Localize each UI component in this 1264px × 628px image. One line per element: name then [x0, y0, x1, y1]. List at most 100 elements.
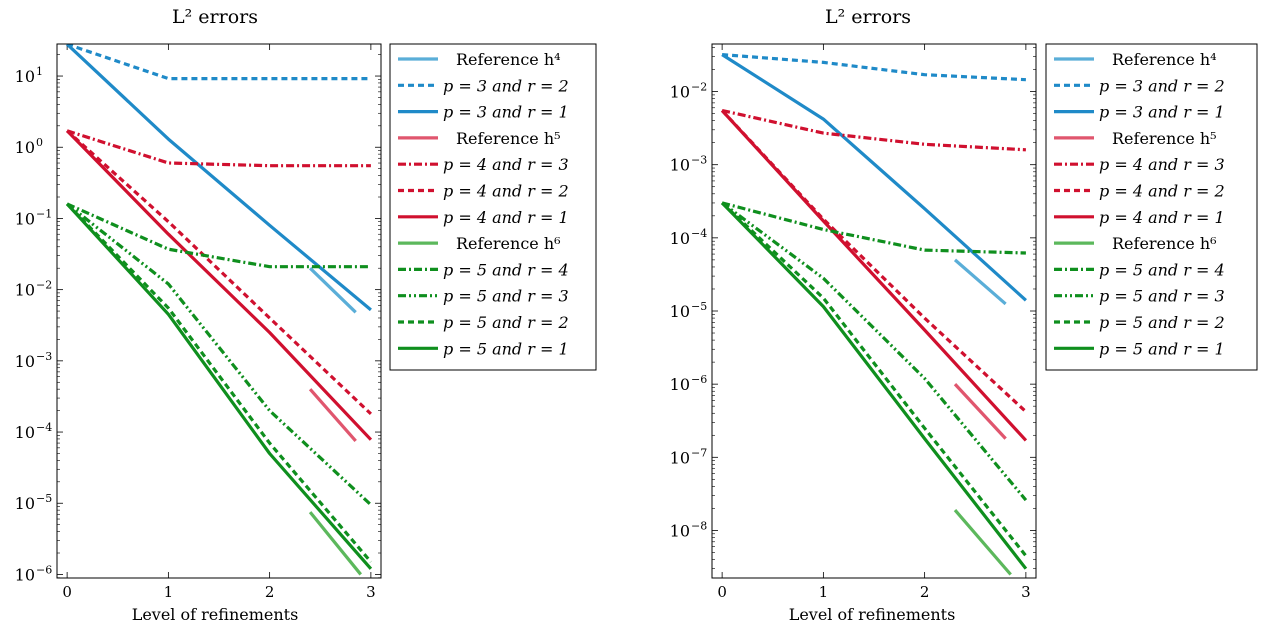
legend-label: p = 4 and r = 3: [1099, 155, 1225, 174]
legend-label: p = 5 and r = 3: [1099, 287, 1225, 306]
legend-box: [1045, 43, 1258, 371]
legend: Reference h⁴ p = 3 and r = 2 p = 3 and r =…: [389, 43, 597, 371]
y-tick-label: 10: [15, 138, 35, 157]
legend-label: p = 5 and r = 1: [443, 339, 569, 358]
series-line-p-3-and-r-1: [721, 53, 1027, 302]
series-line-p-4-and-r-1: [65, 129, 373, 441]
x-tick-label: 3: [366, 583, 376, 601]
legend-label: Reference h⁴: [456, 50, 561, 69]
x-tick-label: 2: [265, 583, 275, 601]
x-tick-label: 1: [819, 583, 829, 601]
plot-frame: [56, 43, 382, 579]
y-tick-exponent: −6: [36, 563, 52, 576]
chart-title: L² errors: [825, 6, 911, 28]
reference-line-reference-h: [308, 388, 357, 442]
y-tick-exponent: 0: [36, 136, 43, 149]
reference-line-reference-h: [953, 509, 1012, 576]
x-tick-label: 0: [62, 583, 72, 601]
series-line-p-3-and-r-2: [721, 53, 1026, 82]
series-line-p-5-and-r-2: [721, 201, 1028, 557]
series-line-p-4-and-r-2: [66, 129, 372, 416]
series-line-p-3-and-r-2: [66, 44, 371, 81]
legend-box: [389, 43, 597, 371]
reference-line-reference-h: [953, 258, 1007, 306]
y-tick-exponent: −2: [691, 81, 707, 94]
legend: Reference h⁴ p = 3 and r = 2 p = 3 and r =…: [1045, 43, 1258, 371]
legend-label: Reference h⁵: [1112, 129, 1217, 148]
y-tick-exponent: −3: [36, 350, 52, 363]
y-tick-exponent: −5: [36, 492, 52, 505]
y-tick-label: 10: [15, 352, 35, 371]
legend-label: p = 4 and r = 3: [443, 155, 569, 174]
series-line-p-4-and-r-1: [720, 109, 1028, 442]
legend-label: p = 4 and r = 1: [443, 208, 569, 227]
legend-label: p = 3 and r = 2: [443, 76, 569, 95]
legend-label: p = 4 and r = 1: [1099, 208, 1225, 227]
y-tick-exponent: −5: [691, 300, 707, 313]
legend-label: p = 5 and r = 4: [1099, 260, 1225, 279]
plot-area: [65, 44, 373, 576]
y-tick-exponent: −3: [691, 154, 707, 167]
legend-label: Reference h⁴: [1112, 50, 1217, 69]
y-tick-label: 10: [670, 83, 690, 102]
legend-label: p = 4 and r = 2: [443, 182, 569, 201]
series-line-p-4-and-r-3: [66, 129, 371, 168]
legend-label: p = 4 and r = 2: [1099, 182, 1225, 201]
y-tick-exponent: −2: [36, 279, 52, 292]
y-tick-exponent: −4: [691, 227, 707, 240]
series-line-p-5-and-r-1: [65, 202, 373, 570]
plot-area: [720, 53, 1028, 576]
y-tick-label: 10: [670, 521, 690, 540]
y-tick-label: 10: [670, 156, 690, 175]
x-tick-label: 3: [1021, 583, 1031, 601]
legend-label: p = 5 and r = 2: [443, 313, 569, 332]
y-tick-label: 10: [670, 302, 690, 321]
series-line-p-5-and-r-2: [65, 202, 373, 563]
legend-label: Reference h⁶: [456, 234, 561, 253]
series-line-p-5-and-r-4: [721, 201, 1026, 255]
x-tick-label: 2: [920, 583, 930, 601]
x-axis-label: Level of refinements: [132, 605, 299, 624]
y-tick-exponent: −6: [691, 373, 707, 386]
x-tick-label: 1: [164, 583, 174, 601]
y-tick-label: 10: [15, 281, 35, 300]
x-axis-label: Level of refinements: [789, 605, 956, 624]
plot-frame: [711, 43, 1037, 579]
reference-line-reference-h: [309, 267, 357, 314]
y-tick-label: 10: [15, 494, 35, 513]
legend-label: Reference h⁶: [1112, 234, 1217, 253]
y-tick-exponent: −4: [36, 421, 52, 434]
y-tick-label: 10: [670, 229, 690, 248]
y-tick-label: 10: [670, 448, 690, 467]
series-line-p-4-and-r-3: [721, 108, 1026, 152]
y-tick-exponent: −1: [36, 207, 52, 220]
legend-label: p = 3 and r = 1: [1099, 103, 1225, 122]
series-line-p-5-and-r-3: [66, 202, 372, 506]
y-tick-exponent: −7: [691, 446, 707, 459]
series-line-p-3-and-r-1: [66, 44, 372, 312]
legend-label: p = 5 and r = 3: [443, 287, 569, 306]
series-line-p-5-and-r-1: [720, 201, 1028, 570]
y-tick-exponent: −8: [691, 519, 707, 532]
legend-label: p = 5 and r = 4: [443, 260, 569, 279]
reference-line-reference-h: [308, 511, 362, 576]
y-tick-label: 10: [15, 423, 35, 442]
reference-line-reference-h: [953, 383, 1007, 440]
series-line-p-5-and-r-3: [721, 201, 1028, 502]
y-tick-label: 10: [15, 565, 35, 584]
y-tick-exponent: 1: [36, 65, 43, 78]
legend-label: p = 3 and r = 2: [1099, 76, 1225, 95]
series-line-p-5-and-r-4: [66, 202, 371, 269]
y-tick-label: 10: [15, 67, 35, 86]
legend-label: p = 5 and r = 1: [1099, 339, 1225, 358]
legend-label: p = 5 and r = 2: [1099, 313, 1225, 332]
y-tick-label: 10: [15, 209, 35, 228]
legend-label: Reference h⁵: [456, 129, 561, 148]
y-tick-label: 10: [670, 375, 690, 394]
chart-title: L² errors: [172, 6, 258, 28]
x-tick-label: 0: [717, 583, 727, 601]
legend-label: p = 3 and r = 1: [443, 103, 569, 122]
